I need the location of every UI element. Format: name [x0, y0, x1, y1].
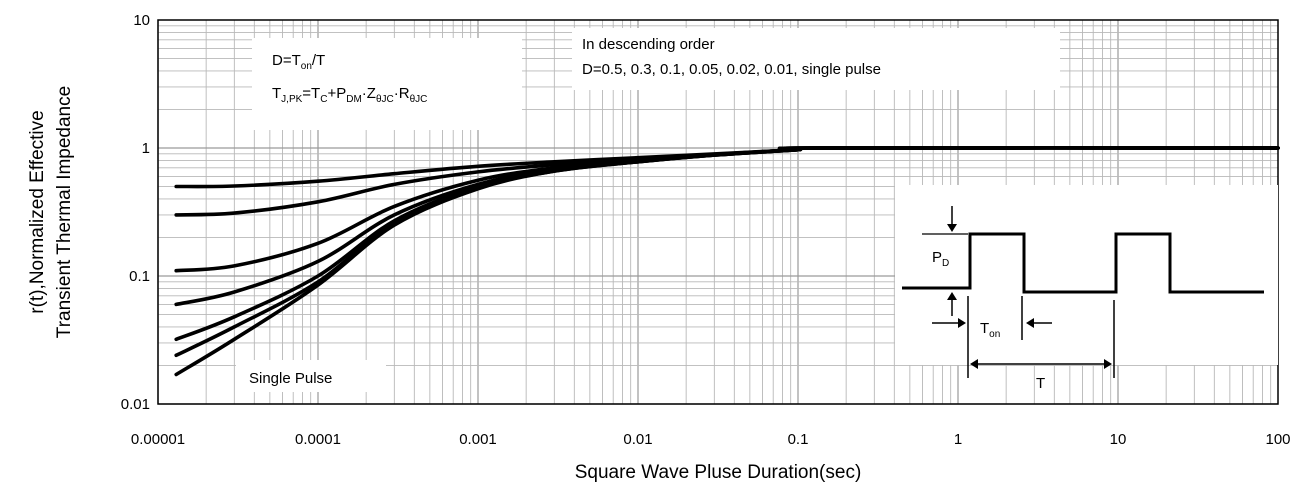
pd-arrowhead-up-icon — [947, 292, 957, 300]
pd-label: PD — [932, 249, 949, 269]
x-tick-label: 0.01 — [623, 431, 652, 448]
ton-arrowhead-right-icon — [958, 318, 966, 328]
y-tick-labels: 10 1 0.1 0.01 — [121, 12, 150, 413]
x-tick-label: 1 — [954, 431, 962, 448]
x-tick-label: 0.0001 — [295, 431, 341, 448]
x-tick-label: 100 — [1265, 431, 1290, 448]
pulse-train-diagram — [902, 206, 1264, 378]
x-axis-title: Square Wave Pluse Duration(sec) — [575, 462, 862, 483]
x-tick-label: 0.1 — [788, 431, 809, 448]
x-tick-labels: 0.00001 0.0001 0.001 0.01 0.1 1 10 100 — [131, 431, 1291, 448]
x-tick-label: 10 — [1110, 431, 1127, 448]
pulse-waveform — [902, 232, 1264, 294]
period-arrowhead-left-icon — [970, 359, 978, 369]
x-tick-label: 0.001 — [459, 431, 497, 448]
single-pulse-box — [236, 360, 386, 392]
inset-box — [895, 185, 1278, 365]
y-tick-label: 0.01 — [121, 396, 150, 413]
duty-formula: D=Ton/T — [272, 52, 325, 72]
formula-box — [252, 38, 522, 130]
order-box — [572, 28, 1060, 90]
y-axis-title-line2: Transient Thermal Impedance — [54, 86, 75, 338]
period-label: T — [1036, 375, 1045, 392]
ton-arrowhead-left-icon — [1026, 318, 1034, 328]
ton-label: Ton — [980, 320, 1000, 340]
junction-temp-formula: TJ,PK=TC+PDM·ZθJC·RθJC — [272, 85, 427, 105]
y-tick-label: 1 — [142, 140, 150, 157]
x-tick-label: 0.00001 — [131, 431, 185, 448]
curve-d-single-pulse — [174, 146, 1280, 377]
y-tick-label: 0.1 — [129, 268, 150, 285]
pd-arrowhead-down-icon — [947, 224, 957, 232]
curve-series — [174, 146, 1280, 377]
order-title: In descending order — [582, 36, 715, 53]
period-arrowhead-right-icon — [1104, 359, 1112, 369]
y-axis-title-line1: r(t),Normalized Effective — [27, 110, 48, 313]
single-pulse-label: Single Pulse — [249, 370, 332, 387]
order-values: D=0.5, 0.3, 0.1, 0.05, 0.02, 0.01, singl… — [582, 61, 881, 78]
y-tick-label: 10 — [133, 12, 150, 29]
